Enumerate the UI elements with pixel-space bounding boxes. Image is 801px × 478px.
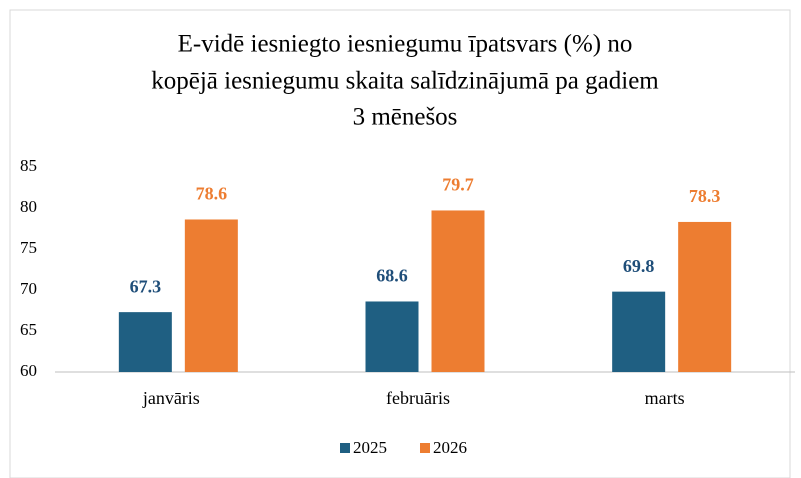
data-label: 78.6 xyxy=(196,184,228,204)
chart-border xyxy=(9,9,791,478)
bar xyxy=(678,221,732,372)
data-label: 68.6 xyxy=(376,266,408,286)
x-tick-label: janvāris xyxy=(142,388,200,408)
bar xyxy=(612,291,666,372)
bar xyxy=(431,210,485,372)
data-label: 78.3 xyxy=(689,186,721,206)
chart-title: 3 mēnešos xyxy=(353,104,458,131)
y-tick-label: 75 xyxy=(20,238,37,257)
bar xyxy=(365,301,419,372)
bar xyxy=(118,312,172,372)
chart-title: E-vidē iesniegto iesniegumu īpatsvars (%… xyxy=(178,31,633,58)
y-tick-label: 60 xyxy=(20,361,37,380)
x-tick-label: februāris xyxy=(386,388,450,408)
legend-label: 2026 xyxy=(433,438,467,457)
y-tick-label: 85 xyxy=(20,156,37,175)
data-label: 69.8 xyxy=(623,256,655,276)
y-tick-label: 65 xyxy=(20,320,37,339)
y-tick-label: 70 xyxy=(20,279,37,298)
data-label: 67.3 xyxy=(130,276,162,296)
x-tick-label: marts xyxy=(645,388,685,408)
bar xyxy=(184,219,238,372)
legend-label: 2025 xyxy=(353,438,387,457)
legend-swatch xyxy=(340,443,350,453)
chart-title: kopējā iesniegumu skaita salīdzinājumā p… xyxy=(151,68,659,95)
legend-swatch xyxy=(420,443,430,453)
y-tick-label: 80 xyxy=(20,197,37,216)
data-label: 79.7 xyxy=(442,175,474,195)
